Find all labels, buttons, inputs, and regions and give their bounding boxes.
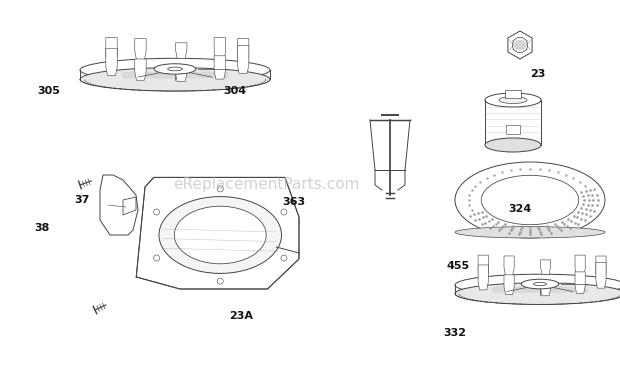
Polygon shape xyxy=(508,31,532,59)
FancyBboxPatch shape xyxy=(122,72,228,78)
Ellipse shape xyxy=(455,274,620,296)
Polygon shape xyxy=(100,175,138,235)
Polygon shape xyxy=(214,56,226,79)
Ellipse shape xyxy=(80,68,270,91)
FancyBboxPatch shape xyxy=(492,287,588,293)
Polygon shape xyxy=(135,59,146,80)
Ellipse shape xyxy=(499,97,527,104)
Text: 304: 304 xyxy=(223,85,246,96)
Polygon shape xyxy=(596,262,606,288)
Polygon shape xyxy=(541,282,551,296)
Polygon shape xyxy=(505,90,521,98)
Circle shape xyxy=(217,186,223,192)
Text: 455: 455 xyxy=(446,261,469,272)
Polygon shape xyxy=(506,125,520,134)
Text: 363: 363 xyxy=(282,196,305,207)
Text: 324: 324 xyxy=(508,204,531,214)
Polygon shape xyxy=(123,197,136,215)
Polygon shape xyxy=(237,38,249,67)
Polygon shape xyxy=(541,260,551,274)
Polygon shape xyxy=(106,48,117,75)
Polygon shape xyxy=(175,43,187,58)
Circle shape xyxy=(217,278,223,284)
Ellipse shape xyxy=(159,196,281,273)
Text: 332: 332 xyxy=(443,328,466,338)
Polygon shape xyxy=(135,38,146,60)
Polygon shape xyxy=(136,177,299,289)
Text: eReplacementParts.com: eReplacementParts.com xyxy=(174,178,360,192)
Ellipse shape xyxy=(481,175,578,225)
Polygon shape xyxy=(214,38,226,61)
Circle shape xyxy=(281,209,287,215)
Polygon shape xyxy=(596,256,606,282)
Polygon shape xyxy=(175,66,187,82)
Text: 23: 23 xyxy=(530,69,546,79)
Polygon shape xyxy=(478,265,489,290)
Text: 38: 38 xyxy=(34,222,50,233)
Ellipse shape xyxy=(174,206,266,264)
Ellipse shape xyxy=(154,64,196,74)
Polygon shape xyxy=(575,272,585,293)
Text: 23A: 23A xyxy=(229,311,254,322)
Polygon shape xyxy=(237,46,249,73)
Polygon shape xyxy=(478,255,489,280)
Ellipse shape xyxy=(455,226,605,238)
Circle shape xyxy=(154,255,159,261)
Ellipse shape xyxy=(455,283,620,305)
Polygon shape xyxy=(504,256,514,276)
Ellipse shape xyxy=(533,282,547,286)
Text: 37: 37 xyxy=(74,195,90,205)
Polygon shape xyxy=(575,255,585,277)
Ellipse shape xyxy=(455,162,605,238)
Circle shape xyxy=(154,209,159,215)
Ellipse shape xyxy=(521,279,559,289)
Polygon shape xyxy=(504,275,514,295)
Ellipse shape xyxy=(80,58,270,82)
Ellipse shape xyxy=(485,138,541,152)
Text: 305: 305 xyxy=(37,85,60,96)
Ellipse shape xyxy=(485,93,541,107)
Circle shape xyxy=(281,255,287,261)
Polygon shape xyxy=(106,38,117,65)
Ellipse shape xyxy=(167,67,182,71)
